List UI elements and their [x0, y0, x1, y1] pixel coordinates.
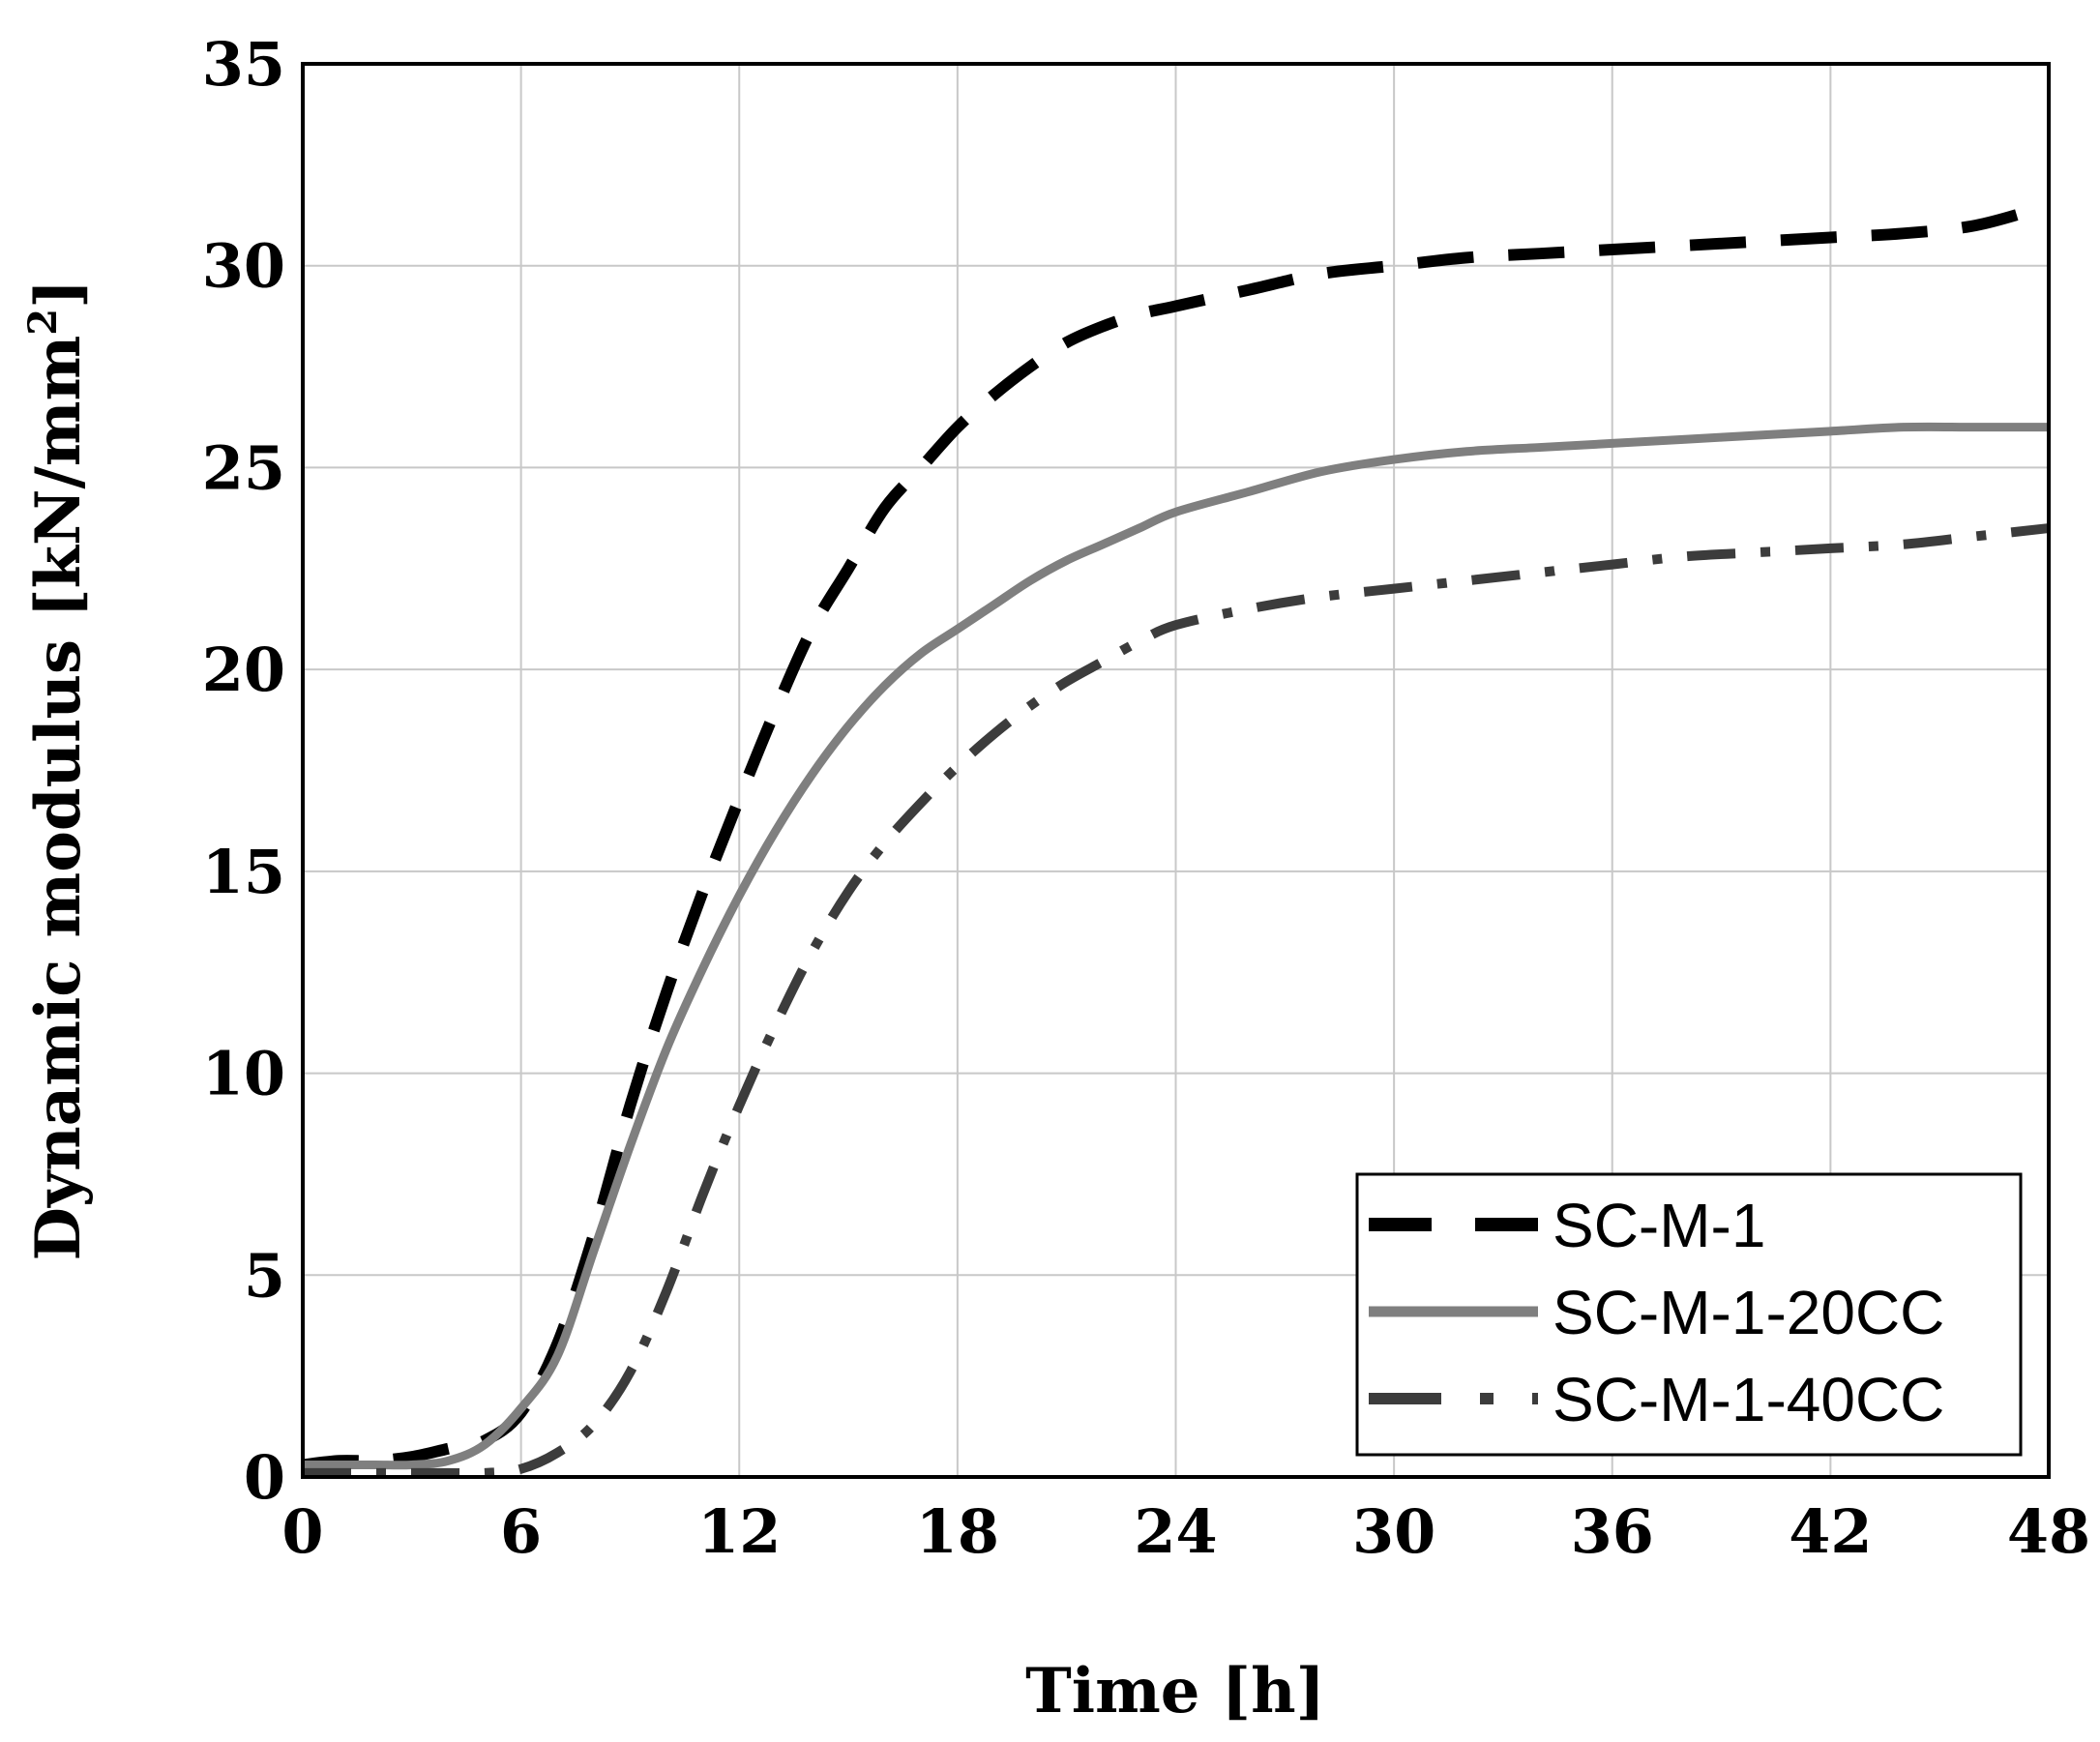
y-tick-labels: 0 5 10 15 20 25 30 35: [202, 29, 285, 1513]
series-line-sc-m-1-20cc: [303, 422, 2049, 1470]
y-tick-label: 35: [202, 29, 285, 100]
legend-label-sc-m-1-40cc: SC-M-1-40CC: [1553, 1365, 1944, 1434]
x-tick-label: 6: [500, 1496, 542, 1567]
y-tick-label: 5: [244, 1240, 285, 1311]
y-axis-title: Dynamic modulus [kN/mm2]: [20, 280, 95, 1261]
x-tick-label: 48: [2007, 1496, 2090, 1567]
y-tick-label: 25: [202, 432, 285, 503]
y-axis-title-main: Dynamic modulus [kN/mm: [22, 336, 95, 1261]
x-tick-label: 12: [697, 1496, 781, 1567]
plot-frame: [301, 62, 2051, 1479]
x-tick-labels: 0 6 12 18 24 30 36 42 48: [281, 1496, 2090, 1567]
y-tick-label: 30: [202, 231, 285, 302]
y-axis-title-tail: ]: [22, 280, 95, 309]
legend-label-sc-m-1: SC-M-1: [1553, 1191, 1765, 1260]
y-tick-label: 10: [202, 1039, 285, 1109]
y-tick-label: 15: [202, 837, 285, 907]
x-tick-label: 0: [281, 1496, 323, 1567]
y-tick-label: 0: [244, 1442, 285, 1513]
series-lines: [302, 199, 2051, 1479]
x-tick-label: 36: [1571, 1496, 1654, 1567]
y-tick-label: 20: [202, 635, 285, 705]
x-tick-label: 24: [1134, 1496, 1217, 1567]
y-axis-title-superscript: 2: [20, 309, 66, 336]
series-line-sc-m-1: [302, 199, 2051, 1471]
x-tick-label: 42: [1789, 1496, 1872, 1567]
legend: SC-M-1 SC-M-1-20CC SC-M-1-40CC: [1355, 1172, 2023, 1457]
series-line-sc-m-1-40cc: [303, 523, 2050, 1479]
legend-label-sc-m-1-20cc: SC-M-1-20CC: [1553, 1278, 1944, 1347]
x-axis-title: Time [h]: [1025, 1655, 1325, 1727]
x-tick-label: 18: [916, 1496, 999, 1567]
x-tick-label: 30: [1352, 1496, 1435, 1567]
